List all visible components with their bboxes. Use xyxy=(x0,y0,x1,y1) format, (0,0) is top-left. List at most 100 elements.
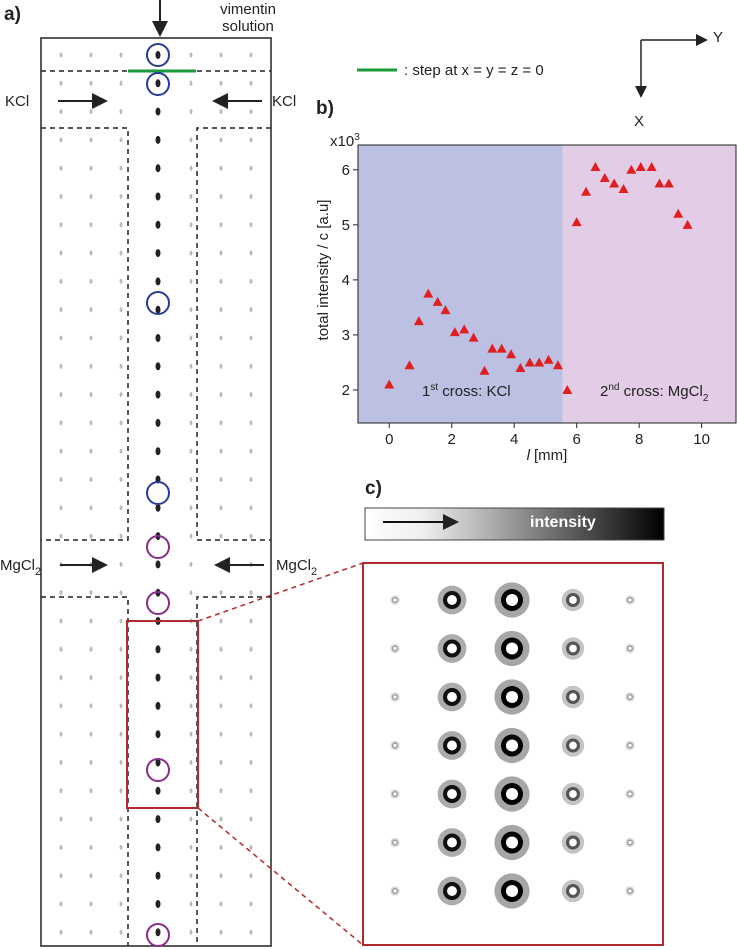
spot-core xyxy=(393,646,397,651)
spot xyxy=(219,109,223,115)
spot xyxy=(59,250,63,256)
spot xyxy=(219,618,223,624)
data-point xyxy=(468,332,479,342)
data-point xyxy=(432,296,443,306)
spot xyxy=(189,788,193,794)
text: 2 xyxy=(703,393,709,404)
panel-label: b) xyxy=(316,98,334,119)
spot-core xyxy=(447,643,457,654)
spot xyxy=(59,278,63,284)
data-point xyxy=(384,379,395,389)
spot xyxy=(59,816,63,822)
spot xyxy=(249,278,253,284)
spot xyxy=(249,307,253,313)
spot xyxy=(89,307,93,313)
spot xyxy=(249,222,253,228)
spot xyxy=(189,222,193,228)
spot xyxy=(189,278,193,284)
spot xyxy=(59,703,63,709)
spot xyxy=(249,165,253,171)
spot-core xyxy=(628,695,632,699)
axis-icon-label: X xyxy=(634,113,644,130)
spot xyxy=(119,250,123,256)
text: MgCl xyxy=(276,557,311,574)
data-point xyxy=(635,162,646,172)
spot xyxy=(119,165,123,171)
spot xyxy=(155,305,161,314)
spot xyxy=(219,335,223,341)
spot xyxy=(249,788,253,794)
spot xyxy=(219,80,223,86)
spot xyxy=(89,844,93,850)
spot xyxy=(89,816,93,822)
spot xyxy=(189,137,193,143)
plot-frame xyxy=(357,144,737,424)
spot xyxy=(155,871,161,880)
data-point xyxy=(496,343,507,353)
spot xyxy=(59,165,63,171)
spot xyxy=(189,505,193,511)
spot-core xyxy=(505,836,519,849)
spot xyxy=(219,505,223,511)
data-point xyxy=(571,217,582,227)
spot xyxy=(189,52,193,58)
spot xyxy=(155,900,161,908)
spot xyxy=(155,447,161,456)
spot xyxy=(155,51,161,59)
spot xyxy=(119,137,123,143)
spot xyxy=(89,703,93,709)
spot xyxy=(119,929,123,935)
spot xyxy=(155,758,161,767)
spot xyxy=(59,335,63,341)
spot xyxy=(219,448,223,454)
zoom-pattern xyxy=(390,582,635,909)
spot-core xyxy=(569,790,577,798)
text: 2 xyxy=(311,566,317,578)
spot xyxy=(189,760,193,765)
spot-core xyxy=(505,884,519,898)
spot xyxy=(59,477,63,482)
data-point xyxy=(543,354,554,364)
spot xyxy=(219,901,223,907)
y-tick-label: 2 xyxy=(342,382,350,399)
data-point xyxy=(663,178,674,188)
data-point xyxy=(618,184,629,194)
spot xyxy=(119,646,123,652)
spot xyxy=(219,392,223,398)
spot xyxy=(189,675,193,681)
spot xyxy=(119,363,123,369)
spot xyxy=(249,618,253,624)
legend-text: : step at x = y = z = 0 xyxy=(404,62,544,79)
text: 2 xyxy=(600,383,608,400)
spot xyxy=(249,420,253,426)
spot xyxy=(219,646,223,652)
spot xyxy=(189,844,193,850)
x-tick-label: 4 xyxy=(510,431,518,448)
spot xyxy=(89,137,93,143)
data-point xyxy=(459,324,470,334)
spot xyxy=(59,505,63,511)
spot xyxy=(249,52,253,58)
spot xyxy=(119,392,123,398)
region-label: 1st cross: KCl xyxy=(422,382,511,400)
spot xyxy=(119,222,123,228)
spot xyxy=(219,844,223,850)
spot xyxy=(89,675,93,681)
spot-core xyxy=(569,596,577,604)
spot-core xyxy=(505,593,519,607)
spot xyxy=(155,107,161,116)
y-tick-label: 3 xyxy=(342,327,350,344)
data-point xyxy=(449,327,460,337)
spot xyxy=(249,335,253,341)
spot xyxy=(219,873,223,879)
spot xyxy=(189,731,193,737)
spot xyxy=(89,80,93,86)
spot-core xyxy=(569,644,577,653)
spot-core xyxy=(628,743,632,748)
spot xyxy=(119,788,123,794)
spot xyxy=(119,703,123,709)
spot xyxy=(89,618,93,624)
data-point xyxy=(534,357,545,367)
spot xyxy=(119,844,123,850)
spot xyxy=(119,760,123,765)
